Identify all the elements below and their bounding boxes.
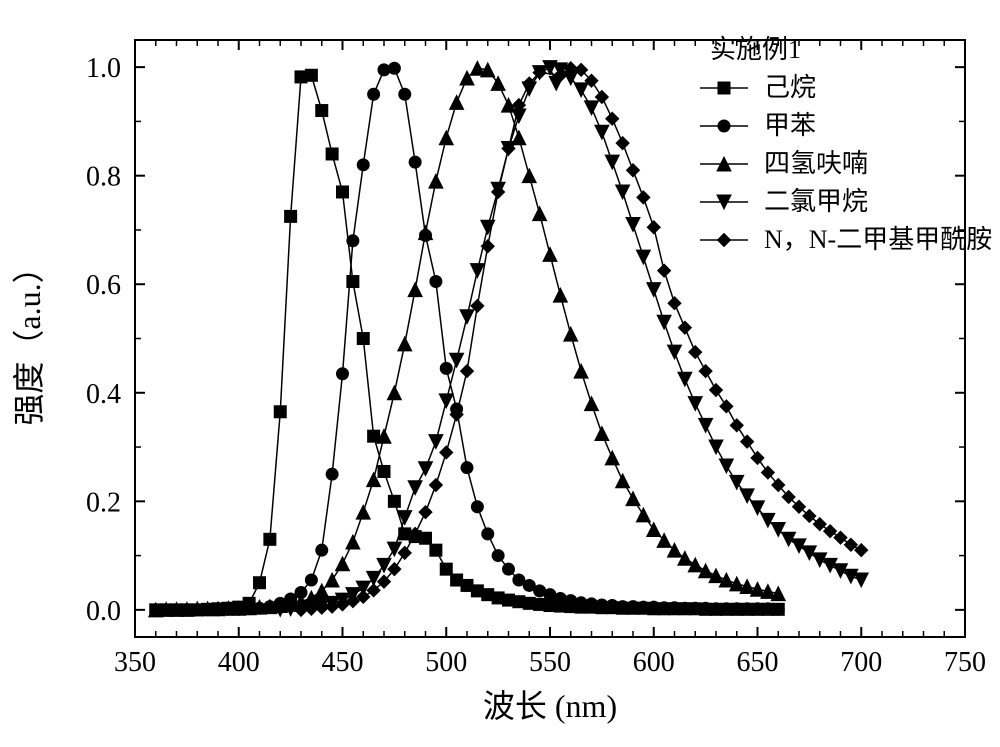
y-tick-label: 0.6: [86, 270, 121, 301]
legend-entry-toluene: 甲苯: [764, 111, 816, 140]
series-hexane: [150, 69, 785, 616]
y-tick-label: 0.4: [86, 379, 121, 410]
y-tick-label: 0.2: [86, 487, 121, 518]
legend-entry-dcm: 二氯甲烷: [764, 187, 868, 216]
legend-entry-dmf: N，N-二甲基甲酰胺: [764, 225, 992, 254]
y-tick-label: 0.8: [86, 162, 121, 193]
chart-container: 350 400 450 500 550 600 650 700 750 波长 (nm) 0.0 0.2…: [0, 0, 1000, 747]
y-axis-label: 强度（a.u.）: [11, 251, 47, 425]
x-tick-label: 600: [633, 647, 675, 678]
legend: 实施例1 己烷甲苯四氢呋喃二氯甲烷 N，N-二甲基甲酰胺: [700, 35, 992, 254]
legend-entry-thf: 四氢呋喃: [764, 149, 868, 178]
x-tick-label: 650: [737, 647, 779, 678]
y-tick-label: 0.0: [86, 596, 121, 627]
x-tick-label: 550: [529, 647, 571, 678]
x-tick-label: 750: [944, 647, 986, 678]
legend-entry-hexane: 己烷: [764, 73, 816, 102]
x-tick-label: 700: [840, 647, 882, 678]
y-tick-label: 1.0: [86, 53, 121, 84]
x-axis-label: 波长 (nm): [483, 688, 617, 724]
legend-title: 实施例1: [710, 35, 801, 64]
series-toluene: [191, 62, 784, 616]
x-tick-label: 400: [218, 647, 260, 678]
x-tick-label: 500: [425, 647, 467, 678]
chart-svg: 350 400 450 500 550 600 650 700 750 波长 (nm) 0.0 0.2…: [0, 0, 1000, 747]
x-tick-label: 350: [114, 647, 156, 678]
x-tick-label: 450: [322, 647, 364, 678]
